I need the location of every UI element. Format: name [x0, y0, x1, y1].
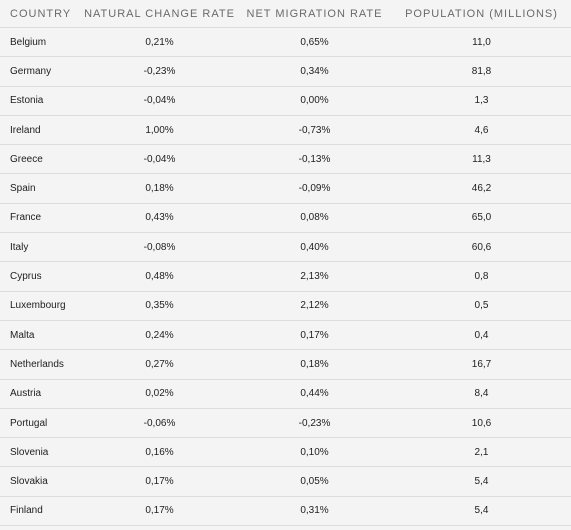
- net-migration-rate-cell: 0,40%: [237, 232, 392, 263]
- net-migration-rate-cell: -0,13%: [237, 144, 392, 175]
- natural-change-rate-cell: 0,24%: [82, 320, 237, 351]
- table-row: Slovenia 0,16% 0,10% 2,1: [0, 437, 571, 468]
- natural-change-rate-cell: 0,16%: [82, 437, 237, 468]
- table-header: COUNTRY NATURAL CHANGE RATE NET MIGRATIO…: [0, 0, 571, 28]
- population-cell: 0,5: [392, 291, 571, 321]
- country-cell: Italy: [0, 232, 82, 263]
- country-cell: Malta: [0, 320, 82, 351]
- natural-change-rate-cell: 0,17%: [82, 496, 237, 527]
- population-cell: 8,4: [392, 379, 571, 409]
- table-row: France 0,43% 0,08% 65,0: [0, 203, 571, 234]
- country-cell: France: [0, 203, 82, 234]
- table-body: Belgium 0,21% 0,65% 11,0 Germany -0,23% 0,34% 8…: [0, 27, 571, 527]
- net-migration-rate-cell: 0,10%: [237, 437, 392, 468]
- table-row: Netherlands 0,27% 0,18% 16,7: [0, 349, 571, 380]
- population-cell: 0,4: [392, 320, 571, 351]
- column-header-natural-change-rate[interactable]: NATURAL CHANGE RATE: [82, 0, 237, 28]
- natural-change-rate-cell: -0,04%: [82, 86, 237, 116]
- population-cell: 5,4: [392, 466, 571, 497]
- country-cell: Austria: [0, 379, 82, 409]
- population-cell: 11,3: [392, 144, 571, 175]
- natural-change-rate-cell: -0,08%: [82, 232, 237, 263]
- country-cell: Netherlands: [0, 349, 82, 380]
- population-cell: 10,6: [392, 408, 571, 439]
- population-cell: 65,0: [392, 203, 571, 234]
- natural-change-rate-cell: 0,48%: [82, 261, 237, 292]
- table-row: Luxembourg 0,35% 2,12% 0,5: [0, 291, 571, 321]
- table-row: Ireland 1,00% -0,73% 4,6: [0, 115, 571, 146]
- header-row: COUNTRY NATURAL CHANGE RATE NET MIGRATIO…: [0, 0, 571, 28]
- population-cell: 81,8: [392, 56, 571, 87]
- natural-change-rate-cell: 1,00%: [82, 115, 237, 146]
- country-cell: Slovakia: [0, 466, 82, 497]
- table-row: Austria 0,02% 0,44% 8,4: [0, 379, 571, 409]
- natural-change-rate-cell: -0,04%: [82, 144, 237, 175]
- table-row: Portugal -0,06% -0,23% 10,6: [0, 408, 571, 439]
- country-cell: Cyprus: [0, 261, 82, 292]
- country-cell: Belgium: [0, 27, 82, 58]
- population-cell: 1,3: [392, 86, 571, 116]
- table-row: Germany -0,23% 0,34% 81,8: [0, 56, 571, 87]
- population-cell: 2,1: [392, 437, 571, 468]
- country-cell: Finland: [0, 496, 82, 527]
- population-cell: 46,2: [392, 173, 571, 204]
- natural-change-rate-cell: 0,35%: [82, 291, 237, 321]
- column-header-population[interactable]: POPULATION (MILLIONS): [392, 0, 571, 28]
- country-cell: Ireland: [0, 115, 82, 146]
- country-cell: Germany: [0, 56, 82, 87]
- net-migration-rate-cell: 0,08%: [237, 203, 392, 234]
- country-cell: Spain: [0, 173, 82, 204]
- country-cell: Slovenia: [0, 437, 82, 468]
- table-row: Italy -0,08% 0,40% 60,6: [0, 232, 571, 263]
- net-migration-rate-cell: 2,13%: [237, 261, 392, 292]
- population-cell: 60,6: [392, 232, 571, 263]
- population-cell: 16,7: [392, 349, 571, 380]
- natural-change-rate-cell: 0,27%: [82, 349, 237, 380]
- table-row: Malta 0,24% 0,17% 0,4: [0, 320, 571, 351]
- table-row: Cyprus 0,48% 2,13% 0,8: [0, 261, 571, 292]
- table-row: Greece -0,04% -0,13% 11,3: [0, 144, 571, 175]
- net-migration-rate-cell: 0,05%: [237, 466, 392, 497]
- net-migration-rate-cell: 0,31%: [237, 496, 392, 527]
- country-cell: Greece: [0, 144, 82, 175]
- net-migration-rate-cell: 0,00%: [237, 86, 392, 116]
- population-cell: 0,8: [392, 261, 571, 292]
- table-row: Belgium 0,21% 0,65% 11,0: [0, 27, 571, 58]
- table-row: Estonia -0,04% 0,00% 1,3: [0, 86, 571, 116]
- natural-change-rate-cell: 0,17%: [82, 466, 237, 497]
- country-cell: Luxembourg: [0, 291, 82, 321]
- net-migration-rate-cell: 0,34%: [237, 56, 392, 87]
- net-migration-rate-cell: -0,23%: [237, 408, 392, 439]
- table-row: Finland 0,17% 0,31% 5,4: [0, 496, 571, 527]
- natural-change-rate-cell: -0,23%: [82, 56, 237, 87]
- net-migration-rate-cell: 0,18%: [237, 349, 392, 380]
- net-migration-rate-cell: -0,09%: [237, 173, 392, 204]
- natural-change-rate-cell: 0,21%: [82, 27, 237, 58]
- natural-change-rate-cell: 0,43%: [82, 203, 237, 234]
- table-row: Spain 0,18% -0,09% 46,2: [0, 173, 571, 204]
- population-cell: 11,0: [392, 27, 571, 58]
- column-header-country[interactable]: COUNTRY: [0, 0, 82, 28]
- natural-change-rate-cell: -0,06%: [82, 408, 237, 439]
- natural-change-rate-cell: 0,02%: [82, 379, 237, 409]
- net-migration-rate-cell: 2,12%: [237, 291, 392, 321]
- net-migration-rate-cell: -0,73%: [237, 115, 392, 146]
- country-cell: Estonia: [0, 86, 82, 116]
- population-cell: 4,6: [392, 115, 571, 146]
- natural-change-rate-cell: 0,18%: [82, 173, 237, 204]
- population-cell: 5,4: [392, 496, 571, 527]
- country-cell: Portugal: [0, 408, 82, 439]
- net-migration-rate-cell: 0,65%: [237, 27, 392, 58]
- table-row: Slovakia 0,17% 0,05% 5,4: [0, 466, 571, 497]
- column-header-net-migration-rate[interactable]: NET MIGRATION RATE: [237, 0, 392, 28]
- net-migration-rate-cell: 0,17%: [237, 320, 392, 351]
- net-migration-rate-cell: 0,44%: [237, 379, 392, 409]
